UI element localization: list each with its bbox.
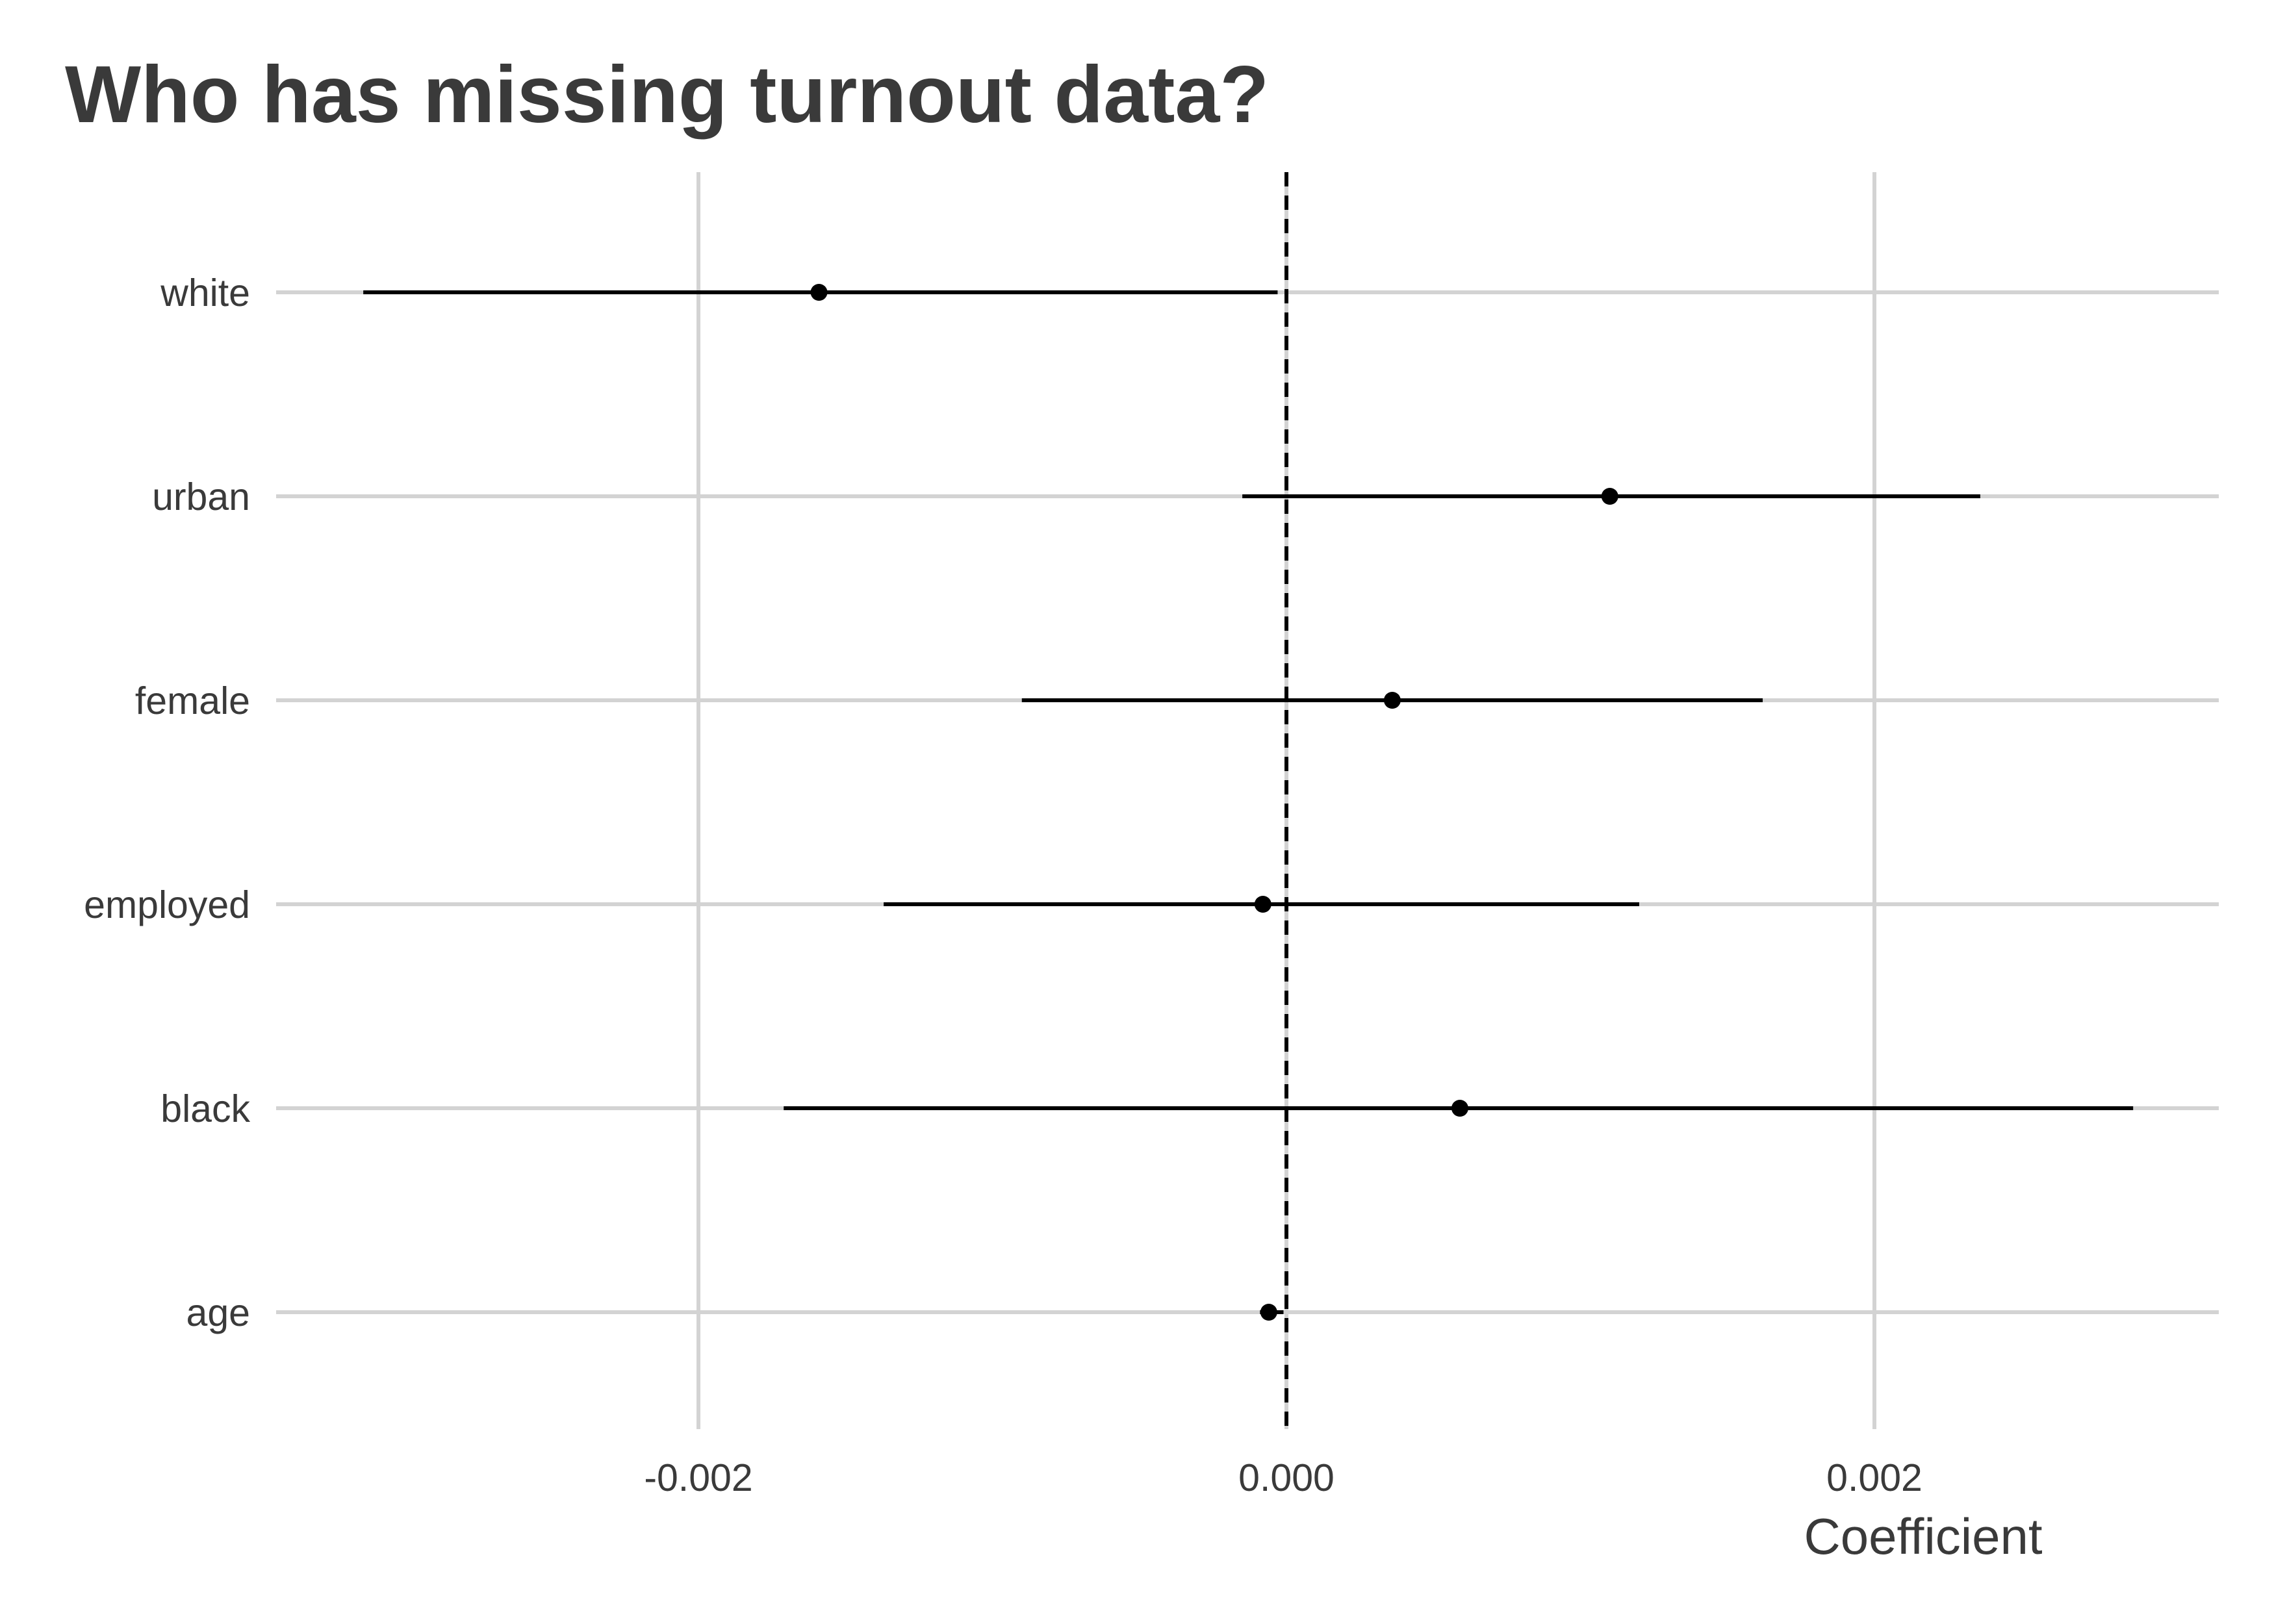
estimate-point-black [1451,1100,1468,1117]
chart-title: Who has missing turnout data? [65,50,1270,140]
y-tick-label-urban: urban [152,476,250,518]
y-tick-label-black: black [160,1087,250,1130]
grid-lines [276,172,2219,1429]
y-tick-label-white: white [160,272,250,314]
x-tick-label: 0.002 [1826,1456,1923,1499]
x-tick-label: 0.000 [1238,1456,1335,1499]
x-tick-label: -0.002 [644,1456,752,1499]
x-axis-title: Coefficient [1804,1508,2042,1565]
x-tick-labels: -0.002 0.000 0.002 [644,1456,1922,1499]
estimate-point-female [1383,692,1401,709]
y-tick-label-female: female [135,679,250,722]
estimate-point-urban [1601,488,1618,505]
y-tick-label-employed: employed [84,883,250,926]
estimate-point-employed [1254,896,1271,913]
y-tick-label-age: age [186,1291,250,1334]
y-tick-labels: white urban female employed black age [84,272,250,1334]
confidence-intervals [363,290,2134,1314]
estimate-point-age [1260,1304,1277,1321]
estimate-point-white [810,284,828,301]
estimate-points [810,284,1618,1321]
